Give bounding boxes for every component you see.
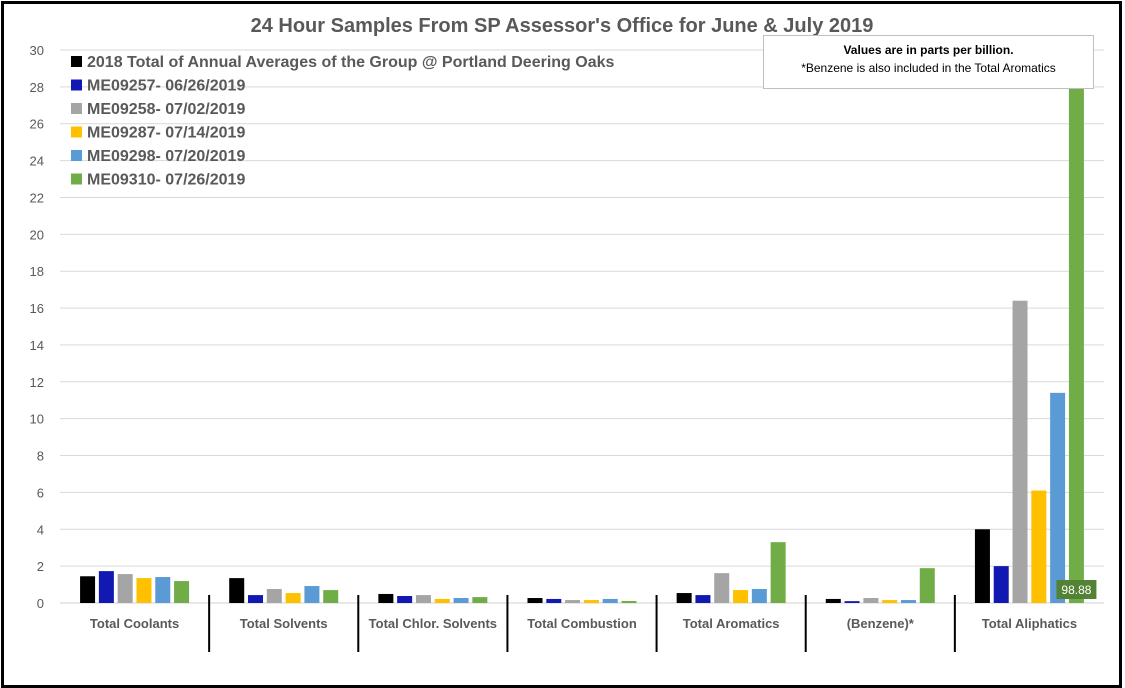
bar — [248, 595, 264, 603]
data-label-box — [1056, 580, 1097, 599]
y-tick-label: 12 — [30, 375, 44, 390]
bar — [285, 593, 301, 603]
bar — [770, 542, 786, 603]
bar — [1031, 490, 1047, 603]
x-tick-label: Total Coolants — [90, 616, 179, 631]
y-tick-label: 4 — [37, 522, 44, 537]
bar — [229, 578, 245, 603]
bar — [304, 586, 320, 603]
annotation-box: Values are in parts per billion. *Benzen… — [763, 35, 1094, 89]
x-tick-label: Total Combustion — [527, 616, 637, 631]
bar — [621, 600, 637, 603]
bar — [397, 595, 413, 603]
y-tick-label: 18 — [30, 264, 44, 279]
y-tick-label: 24 — [30, 154, 44, 169]
bar — [378, 593, 394, 603]
chart-title: 24 Hour Samples From SP Assessor's Offic… — [251, 15, 874, 37]
legend-swatch — [71, 150, 82, 161]
bar — [98, 571, 114, 603]
bar — [117, 574, 133, 603]
legend-entry: 2018 Total of Annual Averages of the Gro… — [87, 54, 615, 71]
bar — [472, 597, 488, 603]
bar — [527, 598, 543, 603]
bar — [266, 588, 282, 603]
bar — [863, 598, 879, 603]
x-tick-label: Total Solvents — [240, 616, 328, 631]
bar — [695, 595, 711, 603]
bar — [174, 581, 190, 603]
bar — [434, 598, 450, 603]
bar — [993, 566, 1009, 603]
bar — [1050, 392, 1066, 603]
bar — [882, 600, 898, 603]
bar — [919, 568, 935, 603]
legend-entry: ME09258- 07/02/2019 — [87, 101, 245, 118]
bar — [751, 588, 767, 603]
x-tick-label: Total Aliphatics — [982, 616, 1077, 631]
bar — [583, 600, 599, 603]
bar — [900, 600, 916, 603]
bar — [825, 598, 841, 603]
annotation-line-2: *Benzene is also included in the Total A… — [801, 61, 1056, 75]
legend-swatch — [71, 79, 82, 91]
y-tick-label: 22 — [30, 190, 44, 205]
y-tick-label: 30 — [30, 43, 44, 58]
bar — [676, 593, 692, 603]
legend-swatch — [71, 103, 82, 114]
legend-swatch — [71, 56, 82, 67]
y-tick-label: 26 — [30, 117, 44, 132]
bar — [733, 590, 749, 603]
bar — [602, 598, 618, 603]
y-tick-label: 14 — [30, 338, 44, 353]
legend-swatch — [71, 126, 82, 138]
annotation-line-1: Values are in parts per billion. — [843, 43, 1014, 57]
bar — [453, 598, 469, 603]
bar — [1012, 300, 1028, 603]
y-tick-label: 10 — [30, 412, 44, 427]
bar — [136, 578, 152, 603]
data-label: 98.88 — [1061, 583, 1091, 597]
bar — [714, 573, 730, 603]
legend-swatch — [71, 173, 82, 185]
x-tick-label: (Benzene)* — [847, 616, 915, 631]
bar — [155, 577, 171, 603]
y-tick-label: 16 — [30, 301, 44, 316]
y-tick-label: 6 — [37, 485, 44, 500]
y-tick-label: 2 — [37, 559, 44, 574]
bar — [323, 590, 339, 603]
bar — [974, 529, 990, 603]
bar — [415, 595, 431, 603]
y-tick-label: 28 — [30, 80, 44, 95]
y-tick-label: 8 — [37, 449, 44, 464]
x-tick-label: Total Chlor. Solvents — [369, 616, 497, 631]
legend-entry: ME09298- 07/20/2019 — [87, 148, 245, 165]
legend-entry: ME09257- 06/26/2019 — [87, 78, 245, 95]
legend-entry: ME09287- 07/14/2019 — [87, 125, 245, 142]
bar — [1068, 50, 1084, 603]
y-tick-label: 0 — [37, 596, 44, 611]
x-tick-label: Total Aromatics — [683, 616, 780, 631]
bar — [565, 600, 581, 603]
bar — [80, 576, 96, 603]
y-tick-label: 20 — [30, 227, 44, 242]
bar — [546, 598, 562, 603]
legend-entry: ME09310- 07/26/2019 — [87, 172, 245, 189]
bar — [844, 601, 860, 603]
